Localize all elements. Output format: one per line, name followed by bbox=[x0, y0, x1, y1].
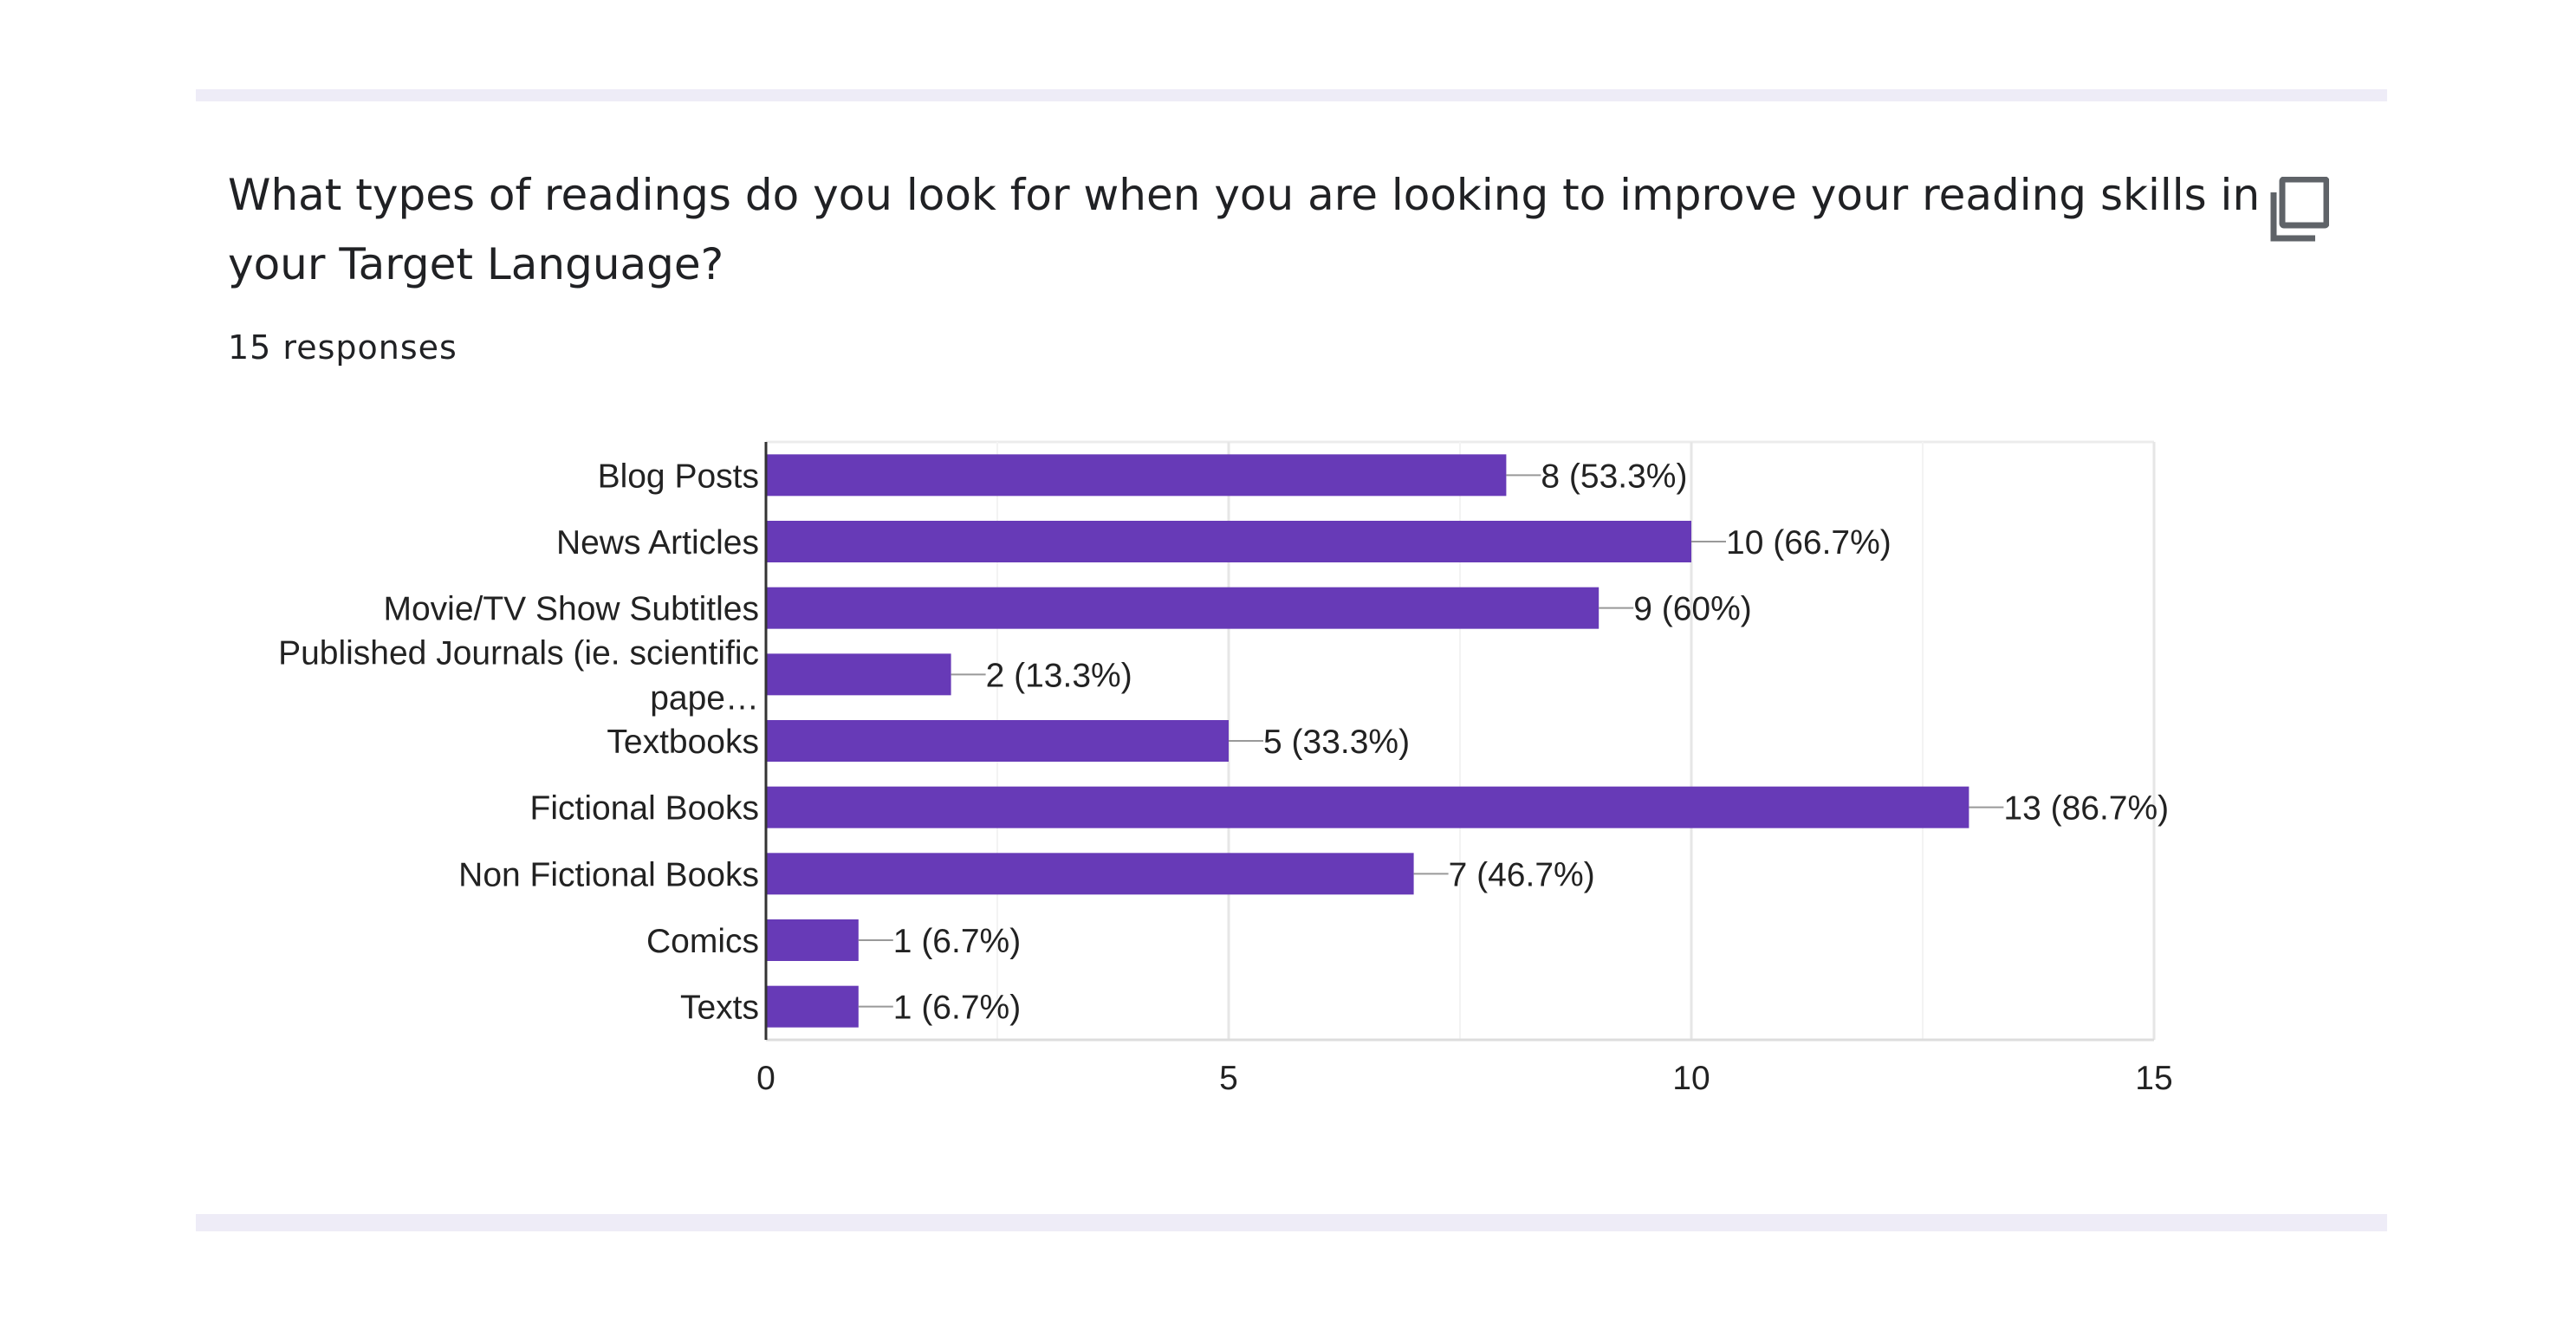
card-top-border bbox=[196, 89, 2387, 101]
bar bbox=[766, 853, 1414, 895]
category-label: Published Journals (ie. scientific pape… bbox=[278, 634, 759, 717]
response-count: 15 responses bbox=[228, 328, 457, 367]
data-label: 13 (86.7%) bbox=[2003, 790, 2169, 828]
copy-chart-button[interactable] bbox=[2261, 171, 2339, 249]
category-label: Non Fictional Books bbox=[458, 856, 759, 893]
question-card: What types of readings do you look for w… bbox=[196, 101, 2387, 1214]
data-label: 7 (46.7%) bbox=[1449, 856, 1595, 893]
data-label: 9 (60%) bbox=[1633, 591, 1752, 628]
x-tick-label: 10 bbox=[1672, 1060, 1710, 1097]
category-label: Blog Posts bbox=[598, 458, 759, 495]
category-label: Comics bbox=[646, 923, 759, 960]
copy-icon bbox=[2270, 177, 2329, 242]
data-label: 8 (53.3%) bbox=[1541, 458, 1687, 495]
bar bbox=[766, 521, 1691, 562]
card-bottom-border bbox=[196, 1214, 2387, 1231]
category-label: Fictional Books bbox=[530, 790, 759, 828]
bar bbox=[766, 919, 859, 961]
bar bbox=[766, 454, 1507, 497]
bar bbox=[766, 653, 951, 696]
data-label: 10 (66.7%) bbox=[1726, 524, 1891, 562]
bar bbox=[766, 786, 1969, 828]
question-title: What types of readings do you look for w… bbox=[228, 170, 2261, 289]
category-label: Texts bbox=[680, 990, 759, 1027]
bar bbox=[766, 587, 1599, 629]
bar bbox=[766, 720, 1229, 762]
data-label: 5 (33.3%) bbox=[1263, 724, 1410, 761]
x-tick-label: 15 bbox=[2135, 1060, 2172, 1097]
category-label: Movie/TV Show Subtitles bbox=[383, 591, 759, 628]
category-label: News Articles bbox=[556, 524, 759, 562]
data-label: 2 (13.3%) bbox=[986, 657, 1132, 694]
bar bbox=[766, 985, 859, 1028]
category-label: Textbooks bbox=[607, 724, 759, 761]
x-tick-label: 0 bbox=[756, 1060, 775, 1097]
data-label: 1 (6.7%) bbox=[893, 990, 1021, 1027]
x-tick-label: 5 bbox=[1219, 1060, 1238, 1097]
data-label: 1 (6.7%) bbox=[893, 923, 1021, 960]
